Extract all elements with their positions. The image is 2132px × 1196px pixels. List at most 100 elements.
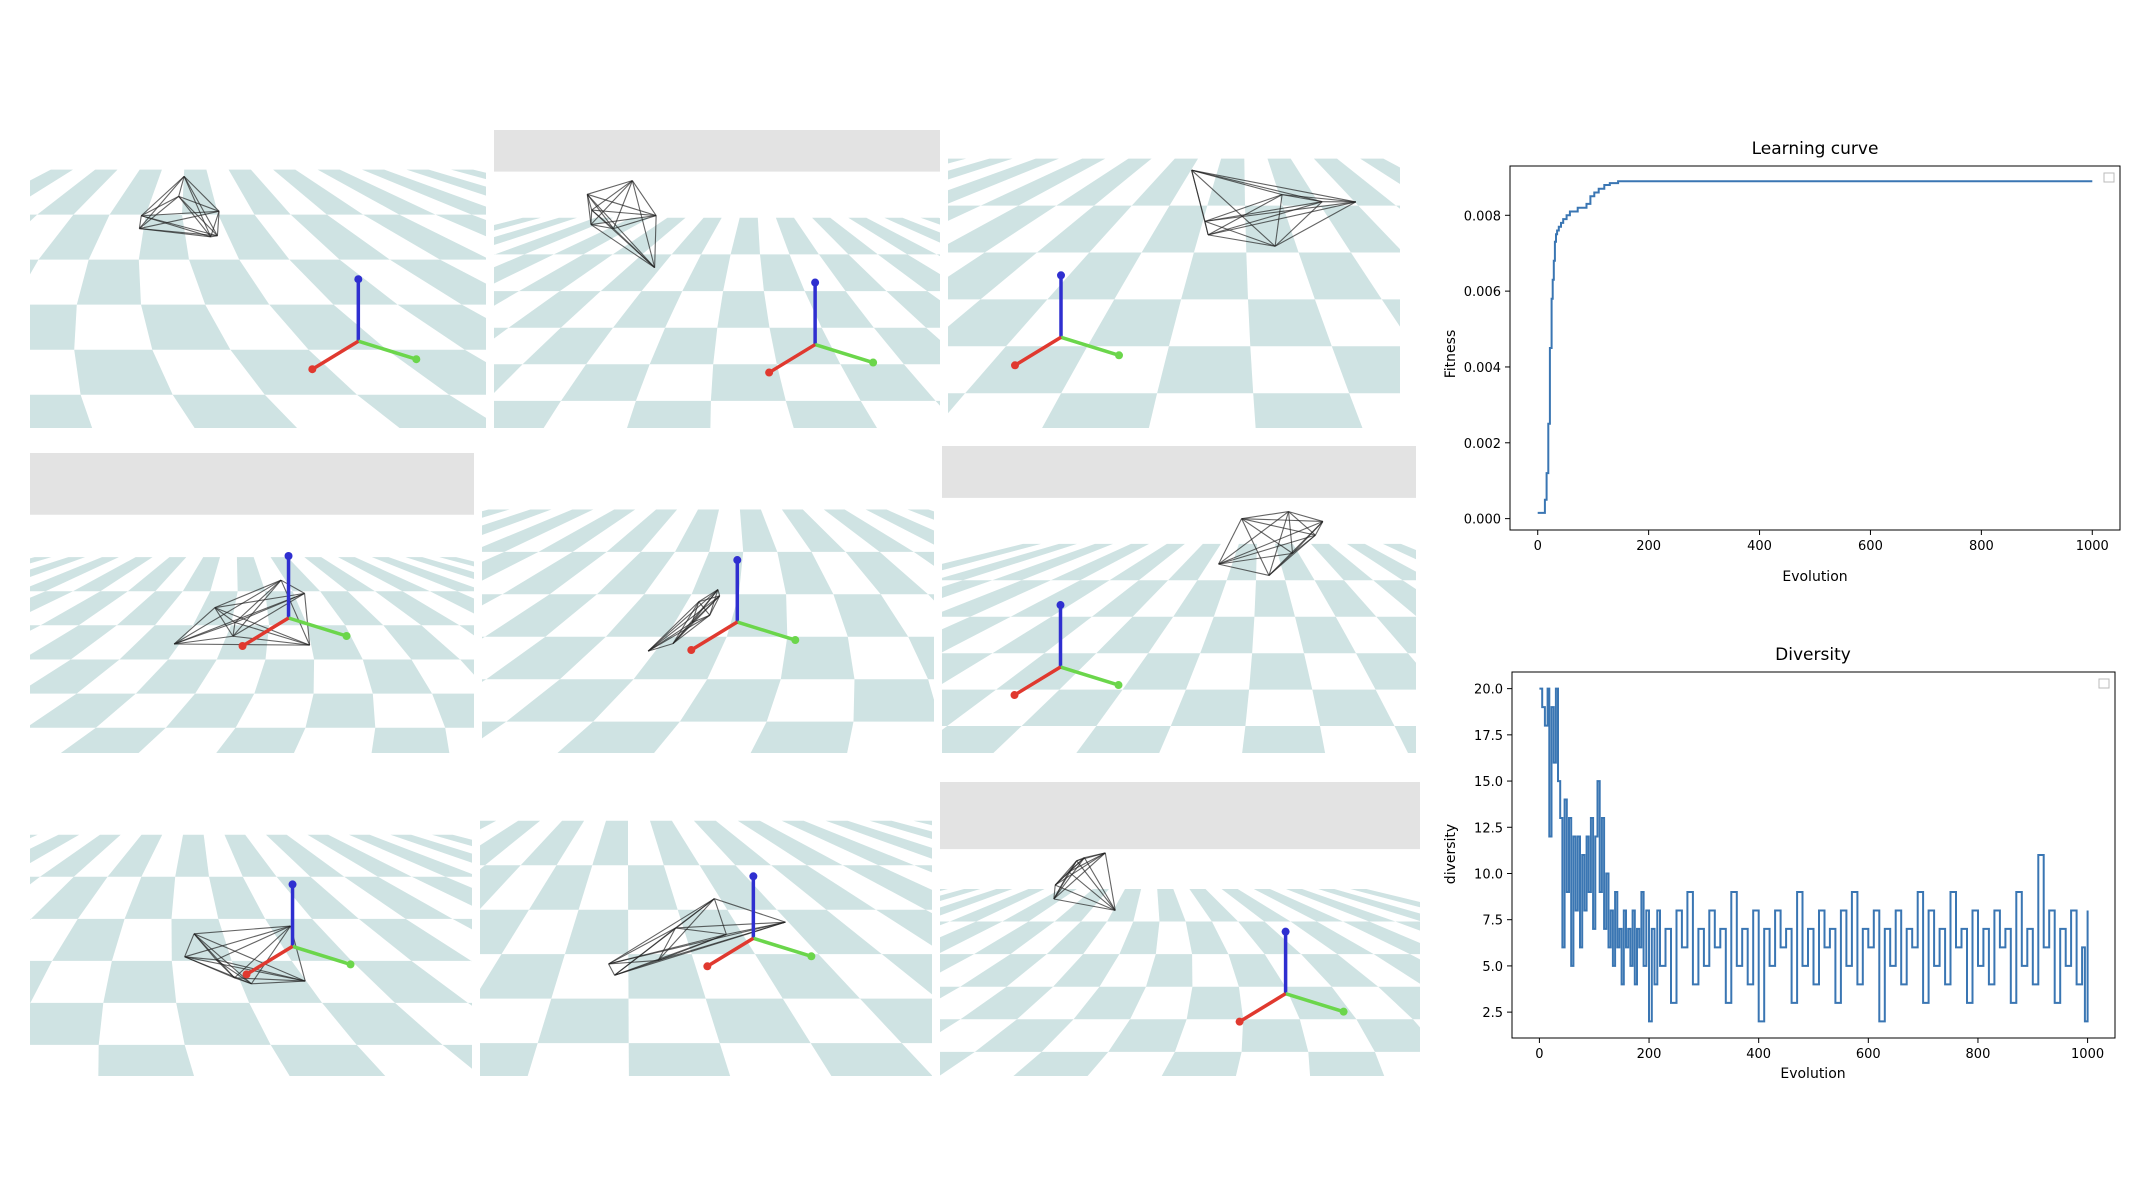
y-axis-arrow bbox=[1059, 665, 1120, 687]
scene-render bbox=[942, 446, 1416, 753]
legend-box bbox=[2098, 678, 2110, 689]
learning-curve-svg: Learning curve Evolution Fitness 0 200 400… bbox=[1443, 139, 2121, 585]
y-axis-label: diversity bbox=[1443, 824, 1459, 884]
y-tick-label: 0.000 bbox=[1464, 513, 1501, 528]
scene-7 bbox=[30, 788, 472, 1076]
y-axis-arrow bbox=[736, 620, 796, 642]
x-tick-label: 400 bbox=[1747, 539, 1772, 554]
x-tick-label: 1000 bbox=[2076, 539, 2109, 554]
checker-floor bbox=[940, 889, 1420, 1076]
chart-title: Diversity bbox=[1775, 645, 1851, 665]
y-axis-arrow bbox=[1060, 335, 1120, 357]
x-tick-label: 1000 bbox=[2071, 1047, 2104, 1062]
y-axis-arrow bbox=[814, 342, 874, 365]
y-axis-arrow bbox=[1285, 992, 1345, 1014]
y-tick-label: 10.0 bbox=[1474, 867, 1503, 882]
axes-gizmo bbox=[242, 880, 355, 979]
robot-wireframe bbox=[586, 180, 657, 269]
x-axis-arrow bbox=[690, 620, 739, 652]
x-axis-label: Evolution bbox=[1782, 569, 1847, 585]
x-axis-arrow bbox=[768, 343, 817, 375]
checker-floor bbox=[30, 169, 486, 428]
scene-3 bbox=[948, 104, 1400, 428]
x-axis-arrow bbox=[1238, 992, 1287, 1024]
axes-gizmo bbox=[238, 552, 351, 650]
x-tick-label: 600 bbox=[1858, 539, 1883, 554]
scene-5 bbox=[482, 462, 934, 753]
scene-render bbox=[494, 130, 940, 428]
legend-box bbox=[2103, 172, 2115, 183]
y-axis-arrow bbox=[752, 936, 812, 958]
checker-floor bbox=[480, 820, 932, 1076]
x-axis-arrow bbox=[245, 944, 294, 976]
x-tick-label: 600 bbox=[1856, 1047, 1881, 1062]
x-tick-label: 200 bbox=[1636, 539, 1661, 554]
x-tick-label: 0 bbox=[1535, 1047, 1543, 1062]
y-axis-label: Fitness bbox=[1443, 330, 1459, 379]
robot-wireframe bbox=[184, 925, 306, 985]
axes-gizmo bbox=[308, 275, 421, 374]
x-axis-arrow bbox=[1013, 665, 1062, 697]
sky bbox=[494, 130, 940, 172]
robot-wireframe bbox=[608, 898, 786, 976]
chart-title: Learning curve bbox=[1752, 139, 1879, 159]
scene-render bbox=[480, 820, 932, 1076]
robot-wireframe bbox=[1053, 852, 1116, 911]
scene-2 bbox=[494, 130, 940, 428]
scene-8 bbox=[480, 770, 932, 1076]
scene-render bbox=[482, 509, 934, 753]
y-tick-label: 0.006 bbox=[1464, 285, 1501, 300]
y-axis-arrow bbox=[357, 339, 417, 361]
y-tick-label: 0.008 bbox=[1464, 209, 1501, 224]
axes-gizmo bbox=[1010, 601, 1123, 700]
y-tick-label: 5.0 bbox=[1482, 960, 1503, 975]
x-tick-label: 400 bbox=[1746, 1047, 1771, 1062]
axes-gizmo bbox=[765, 278, 878, 377]
robot-wireframe bbox=[1218, 511, 1324, 576]
checker-floor bbox=[482, 509, 934, 753]
axes-gizmo bbox=[1235, 927, 1348, 1026]
robot-wireframe bbox=[138, 175, 220, 238]
x-tick-label: 0 bbox=[1534, 539, 1542, 554]
y-axis-arrow bbox=[288, 616, 348, 638]
sky bbox=[942, 446, 1416, 498]
robot-wireframe bbox=[647, 589, 721, 652]
y-tick-label: 0.002 bbox=[1464, 437, 1501, 452]
y-tick-label: 2.5 bbox=[1482, 1006, 1503, 1021]
axes-gizmo bbox=[687, 556, 800, 655]
y-tick-label: 0.004 bbox=[1464, 361, 1501, 376]
x-axis-arrow bbox=[1014, 335, 1062, 367]
checker-floor bbox=[30, 834, 472, 1076]
diversity-svg: Diversity Evolution diversity 0 200 400 600… bbox=[1443, 645, 2116, 1082]
learning-curve-chart: Learning curve Evolution Fitness 0 200 400… bbox=[1430, 130, 2130, 600]
y-tick-label: 12.5 bbox=[1474, 821, 1503, 836]
x-axis-arrow bbox=[706, 936, 755, 968]
diversity-chart: Diversity Evolution diversity 0 200 400 600… bbox=[1430, 636, 2130, 1096]
x-tick-label: 800 bbox=[1969, 539, 1994, 554]
x-axis-arrow bbox=[311, 339, 360, 371]
scene-render bbox=[30, 169, 486, 428]
scene-render bbox=[30, 453, 474, 753]
x-tick-label: 200 bbox=[1637, 1047, 1662, 1062]
y-tick-label: 7.5 bbox=[1482, 914, 1503, 929]
scene-render bbox=[940, 782, 1420, 1076]
y-tick-label: 17.5 bbox=[1474, 729, 1503, 744]
checker-floor bbox=[948, 158, 1400, 428]
checker-floor bbox=[942, 543, 1416, 753]
series-line bbox=[1539, 687, 2089, 1023]
axes-gizmo bbox=[1011, 271, 1123, 370]
y-tick-label: 15.0 bbox=[1474, 775, 1503, 790]
scene-render bbox=[948, 158, 1400, 428]
sky bbox=[30, 453, 474, 515]
scene-6 bbox=[942, 446, 1416, 753]
plot-frame bbox=[1509, 165, 2121, 531]
series-line bbox=[1537, 180, 2093, 514]
y-tick-label: 20.0 bbox=[1474, 683, 1503, 698]
x-tick-label: 800 bbox=[1966, 1047, 1991, 1062]
y-axis-arrow bbox=[292, 944, 352, 967]
x-axis-arrow bbox=[241, 616, 290, 648]
scene-4 bbox=[30, 453, 474, 753]
sky bbox=[940, 782, 1420, 850]
scene-render bbox=[30, 834, 472, 1076]
robot-wireframe bbox=[1191, 169, 1357, 247]
